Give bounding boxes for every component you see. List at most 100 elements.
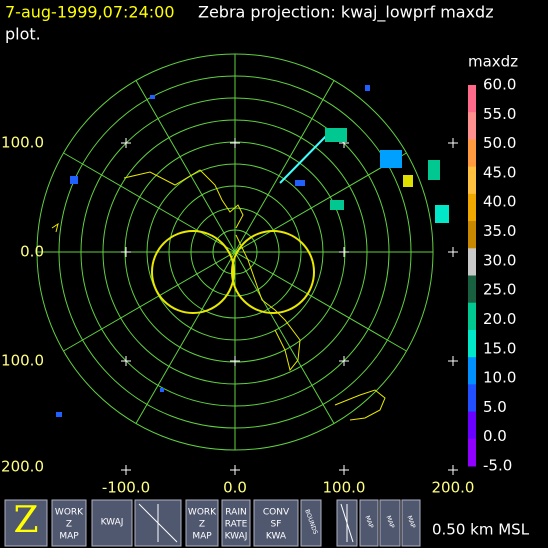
button-face[interactable]: [51, 499, 87, 547]
toolbar-button[interactable]: MAP: [401, 499, 421, 547]
toolbar-button[interactable]: [134, 499, 182, 547]
crosshair: [448, 465, 458, 475]
toolbar-button[interactable]: KWAJ: [91, 499, 133, 547]
echo: [435, 205, 449, 223]
toolbar-button[interactable]: CONV SF KWA: [253, 499, 299, 547]
echo: [365, 85, 370, 91]
button-face[interactable]: [379, 499, 401, 547]
crosshair: [448, 247, 458, 257]
y-label: 0.0: [20, 243, 44, 261]
button-label[interactable]: MAP: [385, 515, 396, 530]
color-swatch: [468, 112, 476, 140]
button-label[interactable]: MAP: [192, 532, 212, 542]
spoke: [234, 152, 407, 253]
button-label[interactable]: SF: [271, 520, 282, 530]
color-swatch: [468, 221, 476, 249]
color-swatch: [468, 302, 476, 331]
echo: [380, 150, 402, 168]
crosshair: [121, 465, 131, 475]
crosshair: [230, 138, 240, 148]
crosshair: [339, 465, 349, 475]
x-label: -100.0: [102, 479, 150, 497]
colorbar-label: 20.0: [483, 310, 516, 328]
colorbar-label: -5.0: [483, 457, 512, 475]
echo-streak: [279, 131, 331, 184]
button-label[interactable]: RAIN: [225, 508, 246, 518]
colorbar-label: 30.0: [483, 251, 516, 269]
button-label[interactable]: Z: [13, 500, 38, 541]
x-label: 100.0: [323, 479, 366, 497]
echo: [325, 128, 347, 142]
colorbar-label: 35.0: [483, 222, 516, 240]
title: Zebra projection: kwaj_lowprf maxdz: [198, 3, 494, 23]
button-label[interactable]: Z: [199, 520, 205, 530]
echo: [428, 160, 440, 180]
button-face[interactable]: [253, 499, 299, 547]
colorbar-label: 10.0: [483, 369, 516, 387]
y-label: 100.0: [1, 134, 44, 152]
button-label[interactable]: MAP: [406, 515, 417, 530]
button-label[interactable]: KWAJ: [225, 532, 248, 542]
spoke: [234, 80, 335, 253]
color-swatch: [468, 139, 476, 168]
crosshair: [121, 247, 131, 257]
color-swatch: [468, 275, 476, 304]
button-face[interactable]: [185, 499, 219, 547]
spoke: [63, 251, 236, 352]
colorbar-label: 25.0: [483, 281, 516, 299]
button-label[interactable]: WORK: [188, 508, 217, 518]
colorbar-label: 5.0: [483, 398, 507, 416]
crosshair: [121, 138, 131, 148]
colorbar-label: 55.0: [483, 105, 516, 123]
timestamp: 7-aug-1999,07:24:00: [5, 3, 175, 22]
spoke: [234, 251, 335, 424]
toolbar-button[interactable]: Z: [4, 499, 48, 547]
button-label[interactable]: WORK: [55, 508, 84, 518]
color-swatch: [468, 384, 476, 413]
crosshair: [448, 138, 458, 148]
button-label[interactable]: KWA: [266, 532, 287, 542]
echo: [403, 175, 413, 187]
colorbar-label: 40.0: [483, 193, 516, 211]
color-swatch: [468, 329, 476, 358]
echo: [330, 200, 344, 210]
toolbar-button[interactable]: WORK Z MAP: [185, 499, 219, 547]
button-label[interactable]: MAP: [59, 532, 79, 542]
button-face[interactable]: [221, 499, 251, 547]
colorbar-label: 60.0: [483, 76, 516, 94]
toolbar-button[interactable]: MAP: [359, 499, 379, 547]
button-label[interactable]: Z: [66, 520, 72, 530]
title-cont: plot.: [5, 25, 41, 44]
x-label: 200.0: [432, 479, 475, 497]
color-swatch: [468, 193, 476, 222]
spoke: [63, 152, 236, 253]
crosshair: [230, 356, 240, 366]
toolbar-button[interactable]: BOUNDS: [300, 499, 322, 547]
echo: [295, 180, 305, 186]
toolbar-button[interactable]: [336, 499, 358, 547]
toolbar-button[interactable]: WORK Z MAP: [51, 499, 87, 547]
toolbar-button[interactable]: MAP: [379, 499, 401, 547]
colorbar-label: 15.0: [483, 339, 516, 357]
button-icon[interactable]: [138, 503, 178, 543]
button-face[interactable]: [4, 499, 48, 547]
color-swatch: [468, 166, 476, 195]
echo: [56, 412, 62, 417]
button-label[interactable]: KWAJ: [101, 518, 124, 528]
color-swatch: [468, 438, 476, 467]
button-label[interactable]: MAP: [364, 515, 375, 530]
toolbar-button[interactable]: RAIN RATE KWAJ: [221, 499, 251, 547]
button-face[interactable]: [300, 499, 322, 547]
button-face[interactable]: [91, 499, 133, 547]
spoke: [135, 80, 236, 253]
button-face[interactable]: [401, 499, 421, 547]
echo: [70, 176, 78, 184]
y-label: 100.0: [1, 352, 44, 370]
button-face[interactable]: [359, 499, 379, 547]
color-swatch: [468, 248, 476, 276]
button-icon[interactable]: [340, 503, 354, 543]
spoke: [234, 251, 407, 352]
button-label[interactable]: CONV: [263, 508, 290, 518]
button-label[interactable]: RATE: [225, 520, 248, 530]
